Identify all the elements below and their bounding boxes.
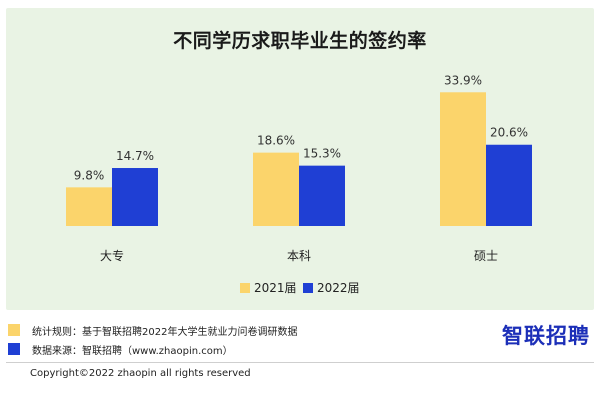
data-label-2021-2: 33.9% — [444, 73, 482, 87]
category-label-1: 本科 — [287, 249, 311, 263]
note-rule-text: 统计规则：基于智联招聘2022年大学生就业力问卷调研数据 — [32, 326, 298, 338]
legend-swatch-2021 — [240, 283, 250, 293]
legend-label-2021: 2021届 — [254, 281, 297, 295]
data-label-2022-2: 20.6% — [490, 126, 528, 140]
legend-label-2022: 2022届 — [317, 281, 360, 295]
bar-2021-2 — [440, 92, 486, 227]
legend-swatch-2022 — [303, 283, 313, 293]
data-label-2021-1: 18.6% — [257, 134, 295, 148]
bar-chart: 9.8% 14.7% 大专 18.6% 15.3% 本科 33.9% 20.6% 硕士 2021届… — [66, 73, 532, 295]
data-label-2022-0: 14.7% — [116, 149, 154, 163]
footer-divider — [6, 362, 594, 363]
bar-2022-0 — [112, 168, 158, 226]
category-label-2: 硕士 — [474, 249, 498, 263]
data-label-2022-1: 15.3% — [303, 147, 341, 161]
notes-panel — [6, 314, 594, 360]
bar-2022-1 — [299, 165, 345, 226]
data-label-2021-0: 9.8% — [74, 168, 105, 182]
note-source-swatch — [8, 343, 20, 355]
chart-title: 不同学历求职毕业生的签约率 — [173, 30, 427, 52]
note-source: 数据来源：智联招聘（www.zhaopin.com） — [8, 341, 233, 357]
bar-2022-2 — [486, 144, 532, 226]
note-rule-swatch — [8, 324, 20, 336]
note-rule: 统计规则：基于智联招聘2022年大学生就业力问卷调研数据 — [8, 322, 297, 338]
bar-2021-1 — [253, 152, 299, 226]
category-label-0: 大专 — [100, 248, 124, 263]
bar-2021-0 — [66, 187, 112, 226]
zhaopin-logo: 智联招聘 — [502, 324, 590, 348]
note-source-text: 数据来源：智联招聘（www.zhaopin.com） — [32, 345, 233, 357]
copyright-text: Copyright©2022 zhaopin all rights reserv… — [30, 368, 251, 379]
